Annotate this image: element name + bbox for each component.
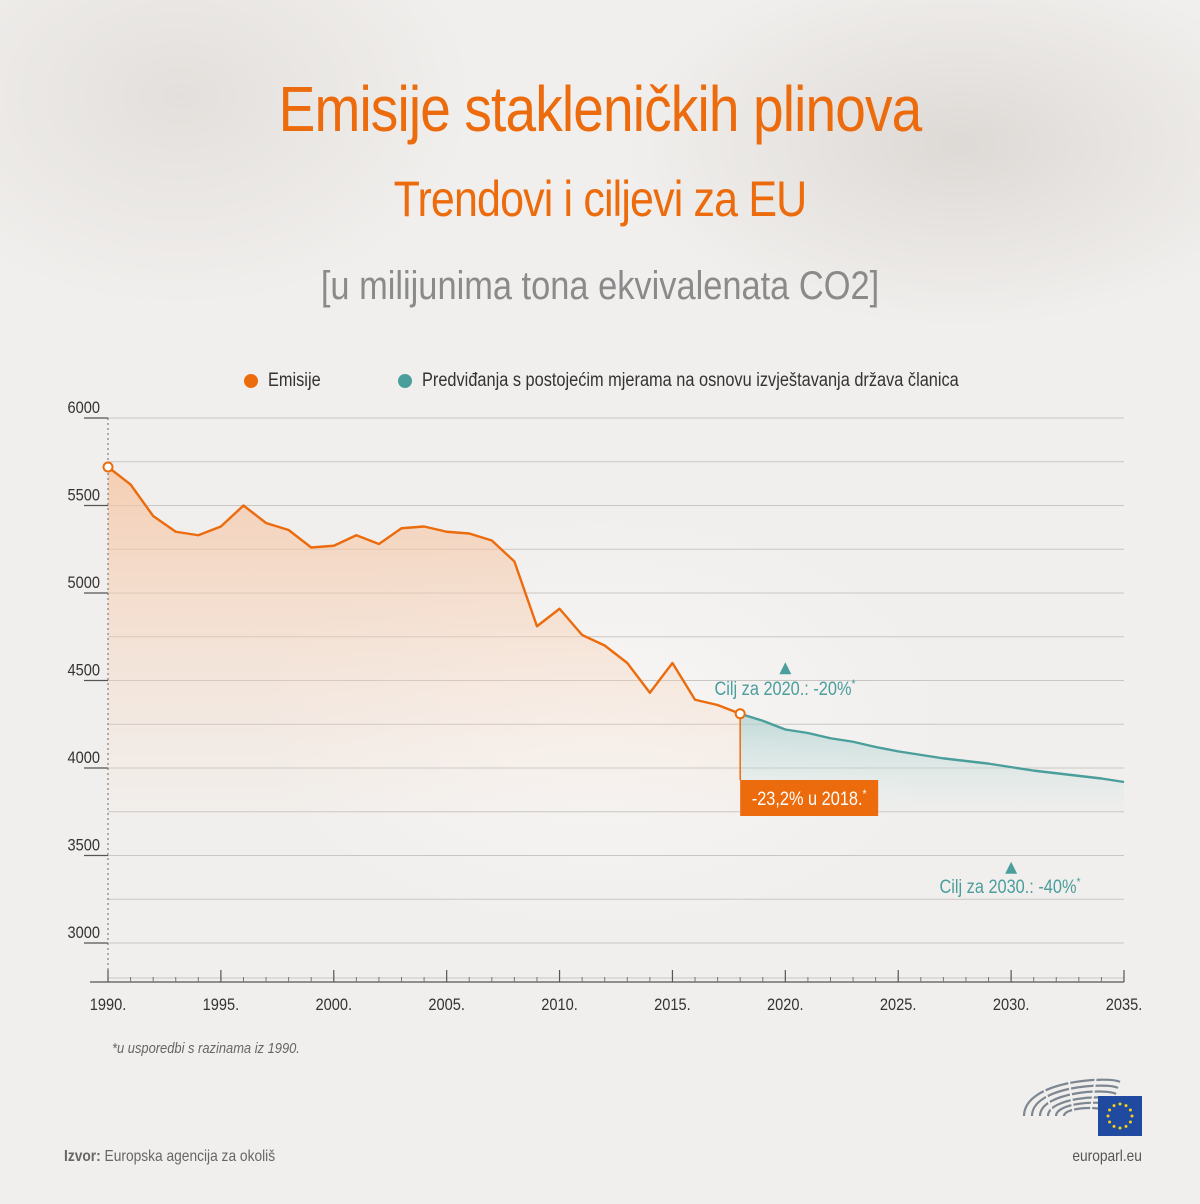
x-tick-label: 2025.: [880, 996, 917, 1014]
website-link[interactable]: europarl.eu: [1072, 1148, 1142, 1165]
legend-item-emissions: Emisije: [244, 370, 329, 392]
source-line: Izvor: Europska agencija za okoliš: [64, 1148, 275, 1166]
eu-star-icon: [1118, 1126, 1122, 1130]
eu-star-icon: [1106, 1114, 1110, 1118]
emissions-area: [108, 467, 741, 812]
projection-line: [739, 712, 1125, 784]
unit-label: [u milijunima tona ekvivalenata CO2]: [320, 264, 880, 308]
y-tick-label: 4000: [67, 749, 100, 767]
x-tick-label: 1990.: [90, 996, 127, 1014]
target-2030-label: Cilj za 2030.: -40%*: [939, 876, 1081, 897]
eu-star-icon: [1112, 1124, 1116, 1128]
y-tick-label: 6000: [67, 399, 100, 417]
callout-box: [740, 780, 879, 816]
page-title: Emisije stakleničkih plinova: [278, 73, 923, 145]
callout-label: -23,2% u 2018.*: [752, 788, 867, 809]
target-2020-label: Cilj za 2020.: -20%*: [714, 678, 856, 699]
footnote: *u usporedbi s razinama iz 1990.: [112, 1040, 300, 1057]
x-tick-label: 2005.: [428, 996, 465, 1014]
teal-dot-icon: [398, 374, 412, 388]
eu-star-icon: [1112, 1104, 1116, 1108]
start-marker: [102, 461, 114, 473]
x-tick-label: 2020.: [767, 996, 804, 1014]
target-2020-triangle-icon: [779, 662, 792, 675]
y-tick-label: 5000: [67, 574, 100, 592]
chart-lines: [102, 461, 1125, 784]
chart-axes: 3000 3500 4000 4500 5000 5500 6000 1990. 1995. 20…: [67, 399, 1142, 1014]
x-tick-label: 1995.: [203, 996, 240, 1014]
eu-star-icon: [1124, 1124, 1128, 1128]
y-tick-label: 3000: [67, 924, 100, 942]
chart-legend: Emisije Predviđanja s postojećim mjerama…: [0, 370, 1200, 400]
y-tick-label: 5500: [67, 487, 100, 505]
x-tick-label: 2035.: [1106, 996, 1143, 1014]
y-tick-label: 4500: [67, 662, 100, 680]
eu-star-icon: [1130, 1114, 1134, 1118]
x-tick-label: 2015.: [654, 996, 691, 1014]
eu-star-icon: [1108, 1108, 1112, 1112]
end-marker: [734, 708, 746, 720]
x-tick-label: 2000.: [315, 996, 352, 1014]
page-subtitle: Trendovi i ciljevi za EU: [393, 171, 808, 227]
orange-dot-icon: [244, 374, 258, 388]
source-text: Europska agencija za okoliš: [104, 1148, 276, 1165]
source-label: Izvor:: [64, 1148, 101, 1165]
eu-star-icon: [1128, 1120, 1132, 1124]
legend-projection-label: Predviđanja s postojećim mjerama na osno…: [422, 370, 959, 391]
target-2030-triangle-icon: [1005, 861, 1018, 874]
emissions-line: [107, 466, 741, 715]
eu-star-icon: [1108, 1120, 1112, 1124]
legend-item-projection: Predviđanja s postojećim mjerama na osno…: [398, 370, 1046, 392]
eu-star-icon: [1124, 1104, 1128, 1108]
european-parliament-logo: [1022, 1073, 1142, 1136]
eu-star-icon: [1128, 1108, 1132, 1112]
chart-annotations: -23,2% u 2018.* Cilj za 2020.: -20%* Cilj …: [714, 662, 1081, 897]
x-tick-label: 2030.: [993, 996, 1030, 1014]
eu-star-icon: [1118, 1102, 1122, 1106]
legend-emissions-label: Emisije: [268, 370, 321, 391]
y-tick-label: 3500: [67, 837, 100, 855]
x-tick-label: 2010.: [541, 996, 578, 1014]
